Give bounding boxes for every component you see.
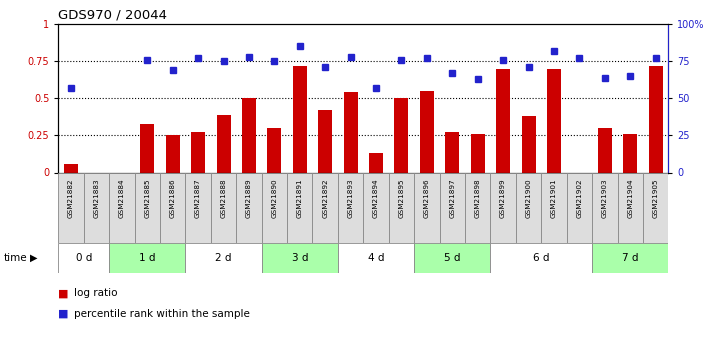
Bar bbox=[363, 172, 389, 243]
Bar bbox=[592, 172, 617, 243]
Text: GSM21903: GSM21903 bbox=[602, 178, 608, 218]
Bar bbox=[420, 91, 434, 172]
Bar bbox=[84, 172, 109, 243]
Bar bbox=[465, 172, 491, 243]
Text: GSM21896: GSM21896 bbox=[424, 178, 430, 218]
Text: 1 d: 1 d bbox=[139, 253, 156, 263]
Bar bbox=[541, 172, 567, 243]
Text: GSM21893: GSM21893 bbox=[348, 178, 353, 218]
Text: percentile rank within the sample: percentile rank within the sample bbox=[74, 309, 250, 319]
Text: GSM21902: GSM21902 bbox=[577, 178, 582, 218]
Text: GSM21886: GSM21886 bbox=[170, 178, 176, 218]
Bar bbox=[312, 172, 338, 243]
Bar bbox=[515, 172, 541, 243]
Bar bbox=[134, 172, 160, 243]
Text: GSM21895: GSM21895 bbox=[398, 178, 405, 218]
Text: 5 d: 5 d bbox=[444, 253, 461, 263]
Bar bbox=[242, 98, 256, 172]
Bar bbox=[395, 98, 408, 172]
Text: GSM21890: GSM21890 bbox=[272, 178, 277, 218]
Text: 2 d: 2 d bbox=[215, 253, 232, 263]
Bar bbox=[369, 153, 383, 172]
Bar bbox=[617, 172, 643, 243]
Text: 6 d: 6 d bbox=[533, 253, 550, 263]
Text: time: time bbox=[4, 253, 27, 263]
Bar bbox=[522, 116, 535, 172]
Text: GSM21898: GSM21898 bbox=[475, 178, 481, 218]
Bar bbox=[445, 132, 459, 172]
Text: GSM21889: GSM21889 bbox=[246, 178, 252, 218]
Bar bbox=[64, 164, 78, 172]
Bar bbox=[140, 124, 154, 172]
Bar bbox=[58, 243, 109, 273]
Text: GSM21882: GSM21882 bbox=[68, 178, 74, 218]
Text: ■: ■ bbox=[58, 309, 69, 319]
Bar bbox=[338, 243, 414, 273]
Bar bbox=[624, 134, 637, 172]
Bar bbox=[389, 172, 414, 243]
Text: GSM21897: GSM21897 bbox=[449, 178, 455, 218]
Text: GSM21899: GSM21899 bbox=[500, 178, 506, 218]
Bar bbox=[109, 243, 186, 273]
Bar bbox=[567, 172, 592, 243]
Bar bbox=[262, 172, 287, 243]
Bar bbox=[160, 172, 186, 243]
Bar bbox=[414, 243, 491, 273]
Bar bbox=[648, 66, 663, 172]
Bar bbox=[338, 172, 363, 243]
Bar bbox=[287, 172, 312, 243]
Text: GSM21892: GSM21892 bbox=[322, 178, 328, 218]
Text: GSM21901: GSM21901 bbox=[551, 178, 557, 218]
Bar bbox=[109, 172, 134, 243]
Text: log ratio: log ratio bbox=[74, 288, 117, 298]
Text: GSM21883: GSM21883 bbox=[93, 178, 100, 218]
Bar bbox=[186, 172, 210, 243]
Bar bbox=[166, 135, 180, 172]
Text: GSM21894: GSM21894 bbox=[373, 178, 379, 218]
Text: 3 d: 3 d bbox=[292, 253, 308, 263]
Text: 0 d: 0 d bbox=[75, 253, 92, 263]
Bar bbox=[210, 172, 236, 243]
Bar bbox=[343, 92, 358, 172]
Bar bbox=[496, 69, 510, 172]
Text: ▶: ▶ bbox=[30, 253, 38, 263]
Text: GSM21885: GSM21885 bbox=[144, 178, 150, 218]
Bar bbox=[267, 128, 282, 172]
Bar bbox=[58, 172, 84, 243]
Bar bbox=[262, 243, 338, 273]
Bar bbox=[217, 115, 230, 172]
Bar bbox=[491, 172, 515, 243]
Bar bbox=[236, 172, 262, 243]
Bar bbox=[186, 243, 262, 273]
Text: GSM21904: GSM21904 bbox=[627, 178, 634, 218]
Bar bbox=[293, 66, 306, 172]
Bar bbox=[319, 110, 332, 172]
Text: GSM21887: GSM21887 bbox=[195, 178, 201, 218]
Bar bbox=[643, 172, 668, 243]
Bar bbox=[471, 134, 485, 172]
Text: GSM21888: GSM21888 bbox=[220, 178, 227, 218]
Bar bbox=[491, 243, 592, 273]
Bar bbox=[439, 172, 465, 243]
Bar bbox=[191, 132, 205, 172]
Text: GSM21884: GSM21884 bbox=[119, 178, 125, 218]
Text: GSM21891: GSM21891 bbox=[296, 178, 303, 218]
Text: GSM21900: GSM21900 bbox=[525, 178, 532, 218]
Bar bbox=[414, 172, 439, 243]
Text: 7 d: 7 d bbox=[622, 253, 638, 263]
Bar bbox=[547, 69, 561, 172]
Bar bbox=[592, 243, 668, 273]
Text: 4 d: 4 d bbox=[368, 253, 384, 263]
Text: ■: ■ bbox=[58, 288, 69, 298]
Text: GSM21905: GSM21905 bbox=[653, 178, 658, 218]
Text: GDS970 / 20044: GDS970 / 20044 bbox=[58, 9, 167, 22]
Bar bbox=[598, 128, 611, 172]
